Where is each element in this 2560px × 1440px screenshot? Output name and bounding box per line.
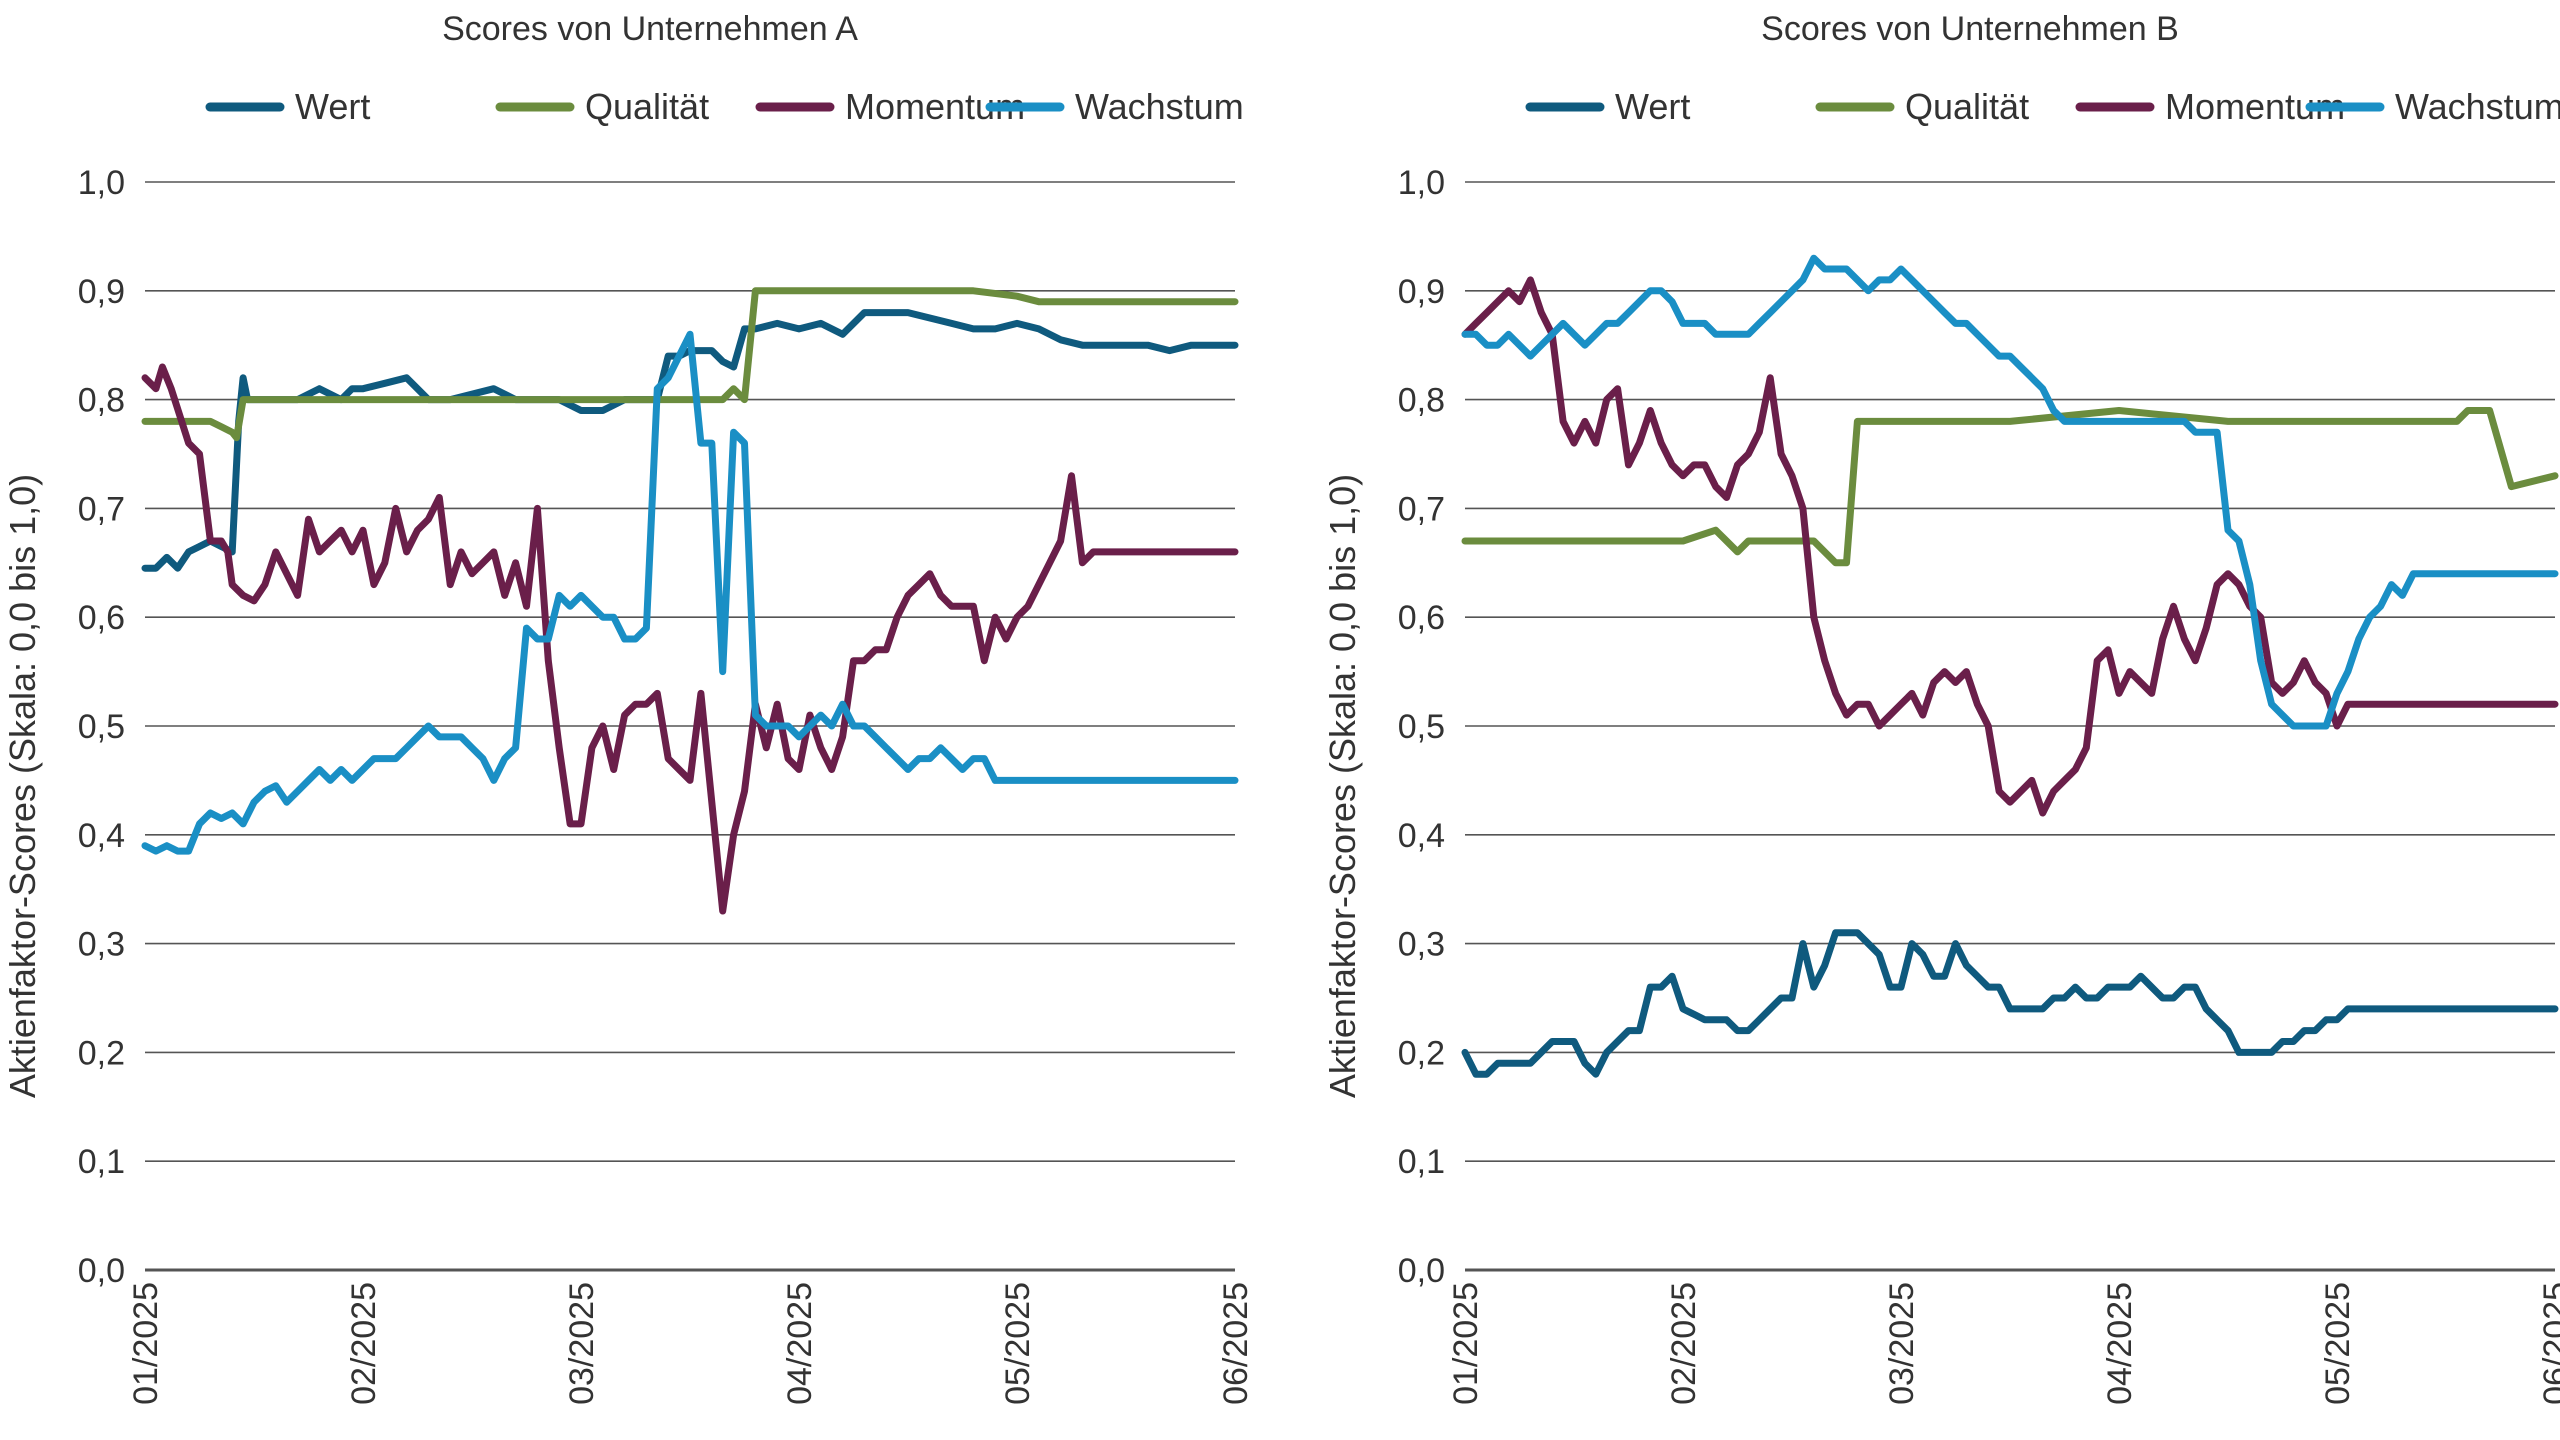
y-tick-label: 0,7 — [78, 490, 125, 528]
legend-item-qualität: Qualität — [1815, 86, 2029, 127]
legend-item-wachstum: Wachstum — [2305, 86, 2560, 127]
y-tick-label: 0,9 — [1398, 273, 1445, 311]
y-tick-label: 0,6 — [78, 599, 125, 637]
y-tick-label: 0,0 — [78, 1252, 125, 1290]
legend-label: Qualität — [1905, 86, 2029, 127]
y-axis-label: Aktienfaktor-Scores (Skala: 0,0 bis 1,0) — [1322, 474, 1363, 1098]
y-tick-label: 1,0 — [1398, 164, 1445, 202]
x-tick-label: 05/2025 — [999, 1282, 1037, 1405]
y-tick-label: 0,0 — [1398, 1252, 1445, 1290]
y-tick-label: 0,4 — [1398, 817, 1445, 855]
y-tick-label: 0,3 — [1398, 926, 1445, 964]
legend-item-momentum: Momentum — [755, 86, 1025, 127]
y-tick-label: 0,1 — [78, 1143, 125, 1181]
y-tick-label: 0,4 — [78, 817, 125, 855]
y-tick-label: 1,0 — [78, 164, 125, 202]
chart-title: Scores von Unternehmen B — [1761, 10, 2179, 48]
legend-item-wert: Wert — [1525, 86, 1690, 127]
y-tick-label: 0,2 — [78, 1034, 125, 1072]
legend-label: Wert — [295, 86, 370, 127]
legend-label: Qualität — [585, 86, 709, 127]
y-tick-label: 0,1 — [1398, 1143, 1445, 1181]
x-tick-label: 02/2025 — [345, 1282, 383, 1405]
legend-label: Wachstum — [1075, 86, 1244, 127]
x-tick-label: 02/2025 — [1665, 1282, 1703, 1405]
series-line-wachstum — [1461, 254, 2559, 730]
x-tick-label: 06/2025 — [2537, 1282, 2560, 1405]
legend-item-qualität: Qualität — [495, 86, 709, 127]
x-tick-label: 04/2025 — [2101, 1282, 2139, 1405]
x-tick-label: 03/2025 — [1883, 1282, 1921, 1405]
x-tick-label: 01/2025 — [127, 1282, 165, 1405]
y-tick-label: 0,3 — [78, 926, 125, 964]
y-axis-label: Aktienfaktor-Scores (Skala: 0,0 bis 1,0) — [2, 474, 43, 1098]
x-tick-label: 01/2025 — [1447, 1282, 1485, 1405]
x-tick-label: 04/2025 — [781, 1282, 819, 1405]
series-line-momentum — [1461, 276, 2559, 817]
legend-item-wachstum: Wachstum — [985, 86, 1244, 127]
chart-panel-company-b: Scores von Unternehmen B Wert Qualität Mome… — [1320, 0, 2560, 1440]
y-tick-label: 0,8 — [1398, 382, 1445, 420]
series-line-qualität — [141, 287, 1239, 442]
x-tick-label: 06/2025 — [1217, 1282, 1255, 1405]
legend-item-momentum: Momentum — [2075, 86, 2345, 127]
y-tick-label: 0,8 — [78, 382, 125, 420]
series-line-momentum — [141, 363, 1239, 915]
series-line-wert — [1461, 929, 2559, 1078]
legend-label: Wachstum — [2395, 86, 2560, 127]
y-tick-label: 0,2 — [1398, 1034, 1445, 1072]
y-tick-label: 0,9 — [78, 273, 125, 311]
y-tick-label: 0,5 — [78, 708, 125, 746]
y-tick-label: 0,6 — [1398, 599, 1445, 637]
x-tick-label: 03/2025 — [563, 1282, 601, 1405]
chart-panel-company-a: Scores von Unternehmen A Wert Qualität Mome… — [2, 10, 1255, 1405]
legend-label: Wert — [1615, 86, 1690, 127]
chart-title: Scores von Unternehmen A — [442, 10, 858, 48]
y-tick-label: 0,7 — [1398, 490, 1445, 528]
y-tick-label: 0,5 — [1398, 708, 1445, 746]
x-tick-label: 05/2025 — [2319, 1282, 2357, 1405]
series-line-qualität — [1461, 407, 2559, 567]
chart-b-svg: Scores von Unternehmen B Wert Qualität Mome… — [1322, 10, 2560, 1405]
chart-a-svg: Scores von Unternehmen A Wert Qualität Mome… — [2, 10, 1255, 1405]
series-line-wachstum — [141, 330, 1239, 855]
legend-item-wert: Wert — [205, 86, 370, 127]
